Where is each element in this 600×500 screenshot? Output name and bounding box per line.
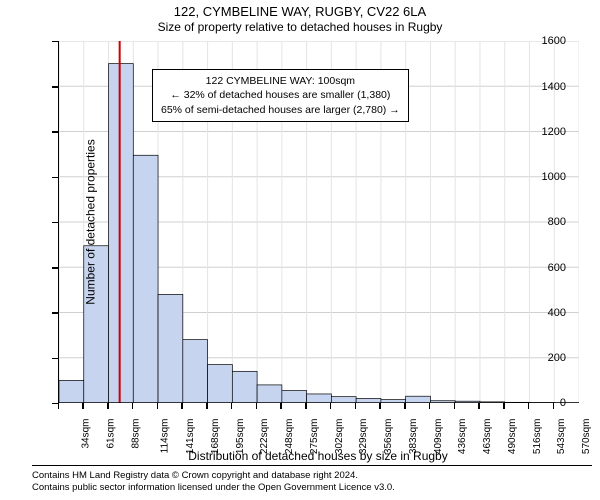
x-tick-15: 436sqm <box>458 419 469 455</box>
y-axis-title: Number of detached properties <box>84 140 98 305</box>
bar-2 <box>109 64 134 403</box>
x-tick-19: 543sqm <box>557 419 568 455</box>
footer-line2: Contains public sector information licen… <box>32 482 592 494</box>
x-tick-2: 88sqm <box>130 419 141 449</box>
bar-4 <box>158 295 183 404</box>
y-tick-1000: 1000 <box>542 171 566 183</box>
chart-title-subtitle: Size of property relative to detached ho… <box>0 20 600 35</box>
x-tick-1: 61sqm <box>105 419 116 449</box>
chart-title-address: 122, CYMBELINE WAY, RUGBY, CV22 6LA <box>0 4 600 20</box>
x-tick-6: 195sqm <box>235 419 246 455</box>
x-tick-8: 248sqm <box>284 419 295 455</box>
x-tick-0: 34sqm <box>81 419 92 449</box>
x-tick-5: 168sqm <box>210 419 221 455</box>
y-tick-800: 800 <box>548 216 566 228</box>
bar-0 <box>59 381 84 404</box>
y-tick-1600: 1600 <box>542 35 566 47</box>
chart-title-block: 122, CYMBELINE WAY, RUGBY, CV22 6LA Size… <box>0 0 600 35</box>
subject-info-box: 122 CYMBELINE WAY: 100sqm ← 32% of detac… <box>152 69 409 122</box>
chart-area: Number of detached properties Distributi… <box>58 41 578 403</box>
bar-10 <box>307 394 332 403</box>
x-tick-14: 409sqm <box>433 419 444 455</box>
x-tick-16: 463sqm <box>482 419 493 455</box>
x-tick-12: 356sqm <box>383 419 394 455</box>
footer-line1: Contains HM Land Registry data © Crown c… <box>32 470 592 482</box>
x-tick-18: 516sqm <box>532 419 543 455</box>
bar-9 <box>282 391 307 403</box>
x-tick-9: 275sqm <box>309 419 320 455</box>
x-tick-7: 222sqm <box>259 419 270 455</box>
y-tick-200: 200 <box>548 352 566 364</box>
x-tick-11: 329sqm <box>358 419 369 455</box>
bar-7 <box>232 372 257 404</box>
bar-11 <box>331 397 356 403</box>
y-tick-0: 0 <box>560 397 566 409</box>
x-tick-10: 302sqm <box>334 419 345 455</box>
info-box-line1: 122 CYMBELINE WAY: 100sqm <box>161 74 400 88</box>
x-tick-20: 570sqm <box>581 419 592 455</box>
x-tick-13: 383sqm <box>408 419 419 455</box>
info-box-line2: ← 32% of detached houses are smaller (1,… <box>161 88 400 102</box>
y-tick-1200: 1200 <box>542 126 566 138</box>
bar-14 <box>406 396 431 403</box>
info-box-line3: 65% of semi-detached houses are larger (… <box>161 103 400 117</box>
bar-8 <box>257 385 282 403</box>
bar-5 <box>183 340 208 403</box>
x-tick-17: 490sqm <box>507 419 518 455</box>
x-tick-3: 114sqm <box>160 419 171 454</box>
y-tick-400: 400 <box>548 307 566 319</box>
y-tick-600: 600 <box>548 262 566 274</box>
footer-attribution: Contains HM Land Registry data © Crown c… <box>32 465 592 494</box>
bar-3 <box>133 156 158 404</box>
x-tick-4: 141sqm <box>185 419 196 455</box>
bar-6 <box>208 365 233 403</box>
y-tick-1400: 1400 <box>542 81 566 93</box>
